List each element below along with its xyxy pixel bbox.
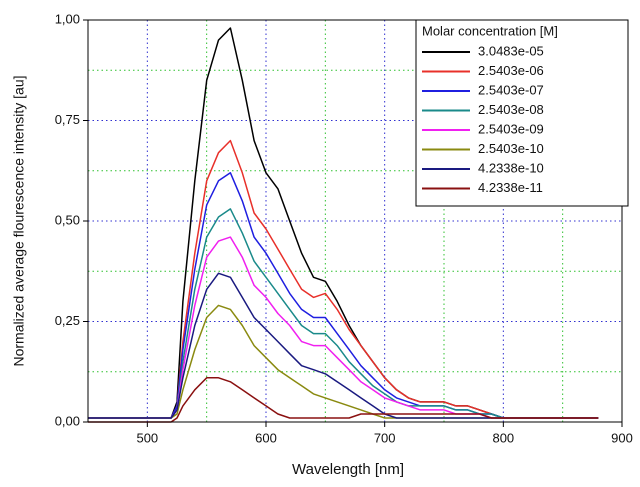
x-tick-label: 700 bbox=[374, 430, 396, 445]
y-tick-label: 0,00 bbox=[55, 413, 80, 428]
legend-label: 4.2338e-11 bbox=[478, 180, 543, 195]
legend-label: 2.5403e-08 bbox=[478, 102, 544, 117]
series-line bbox=[88, 208, 599, 419]
y-tick-label: 0,50 bbox=[55, 212, 80, 227]
legend-label: 4.2338e-10 bbox=[478, 160, 544, 175]
legend-title: Molar concentration [M] bbox=[422, 23, 558, 38]
x-axis-label: Wavelength [nm] bbox=[292, 461, 404, 478]
legend-label: 2.5403e-07 bbox=[478, 82, 544, 97]
legend-label: 2.5403e-10 bbox=[478, 141, 544, 156]
x-tick-label: 600 bbox=[255, 430, 277, 445]
legend-label: 3.0483e-05 bbox=[478, 43, 544, 58]
series-line bbox=[88, 236, 599, 419]
legend-label: 2.5403e-09 bbox=[478, 121, 544, 136]
x-tick-label: 500 bbox=[136, 430, 158, 445]
x-tick-label: 800 bbox=[492, 430, 514, 445]
series-line bbox=[88, 304, 599, 419]
x-tick-label: 900 bbox=[611, 430, 633, 445]
legend: Molar concentration [M] 3.0483e-05 2.5403e… bbox=[415, 19, 629, 207]
y-tick-label: 1,00 bbox=[55, 11, 80, 26]
y-axis-label: Normalized average flourescence intensit… bbox=[11, 75, 27, 366]
y-tick-label: 0,25 bbox=[55, 313, 80, 328]
series-line bbox=[88, 139, 599, 419]
legend-label: 2.5403e-06 bbox=[478, 63, 544, 78]
series-line bbox=[88, 172, 599, 419]
y-tick-label: 0,75 bbox=[55, 112, 80, 127]
series-line bbox=[88, 272, 599, 419]
series-line bbox=[88, 377, 599, 423]
plot-frame bbox=[87, 19, 623, 423]
